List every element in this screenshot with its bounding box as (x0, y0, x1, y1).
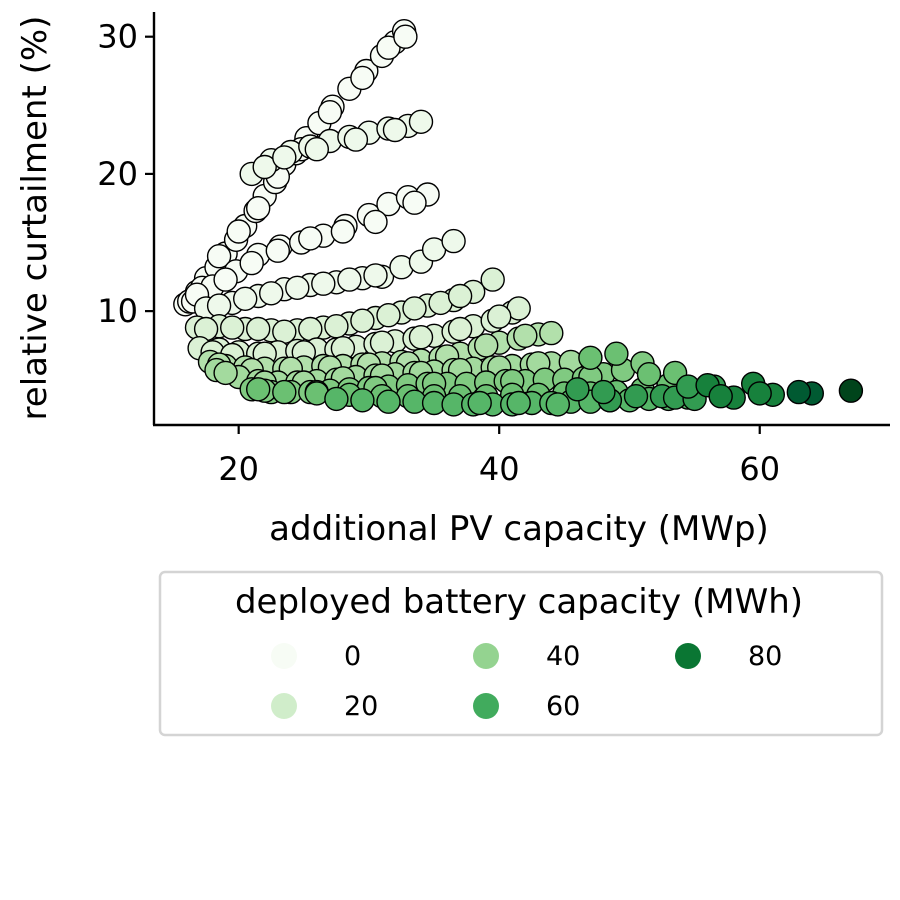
data-point (272, 145, 297, 170)
legend-marker (271, 643, 297, 669)
data-point (487, 304, 512, 329)
legend-label: 60 (546, 691, 580, 722)
data-point (213, 267, 238, 292)
x-tick-label: 20 (218, 450, 259, 488)
legend-marker (675, 643, 701, 669)
data-point (376, 303, 401, 328)
data-points (173, 19, 864, 417)
data-point (363, 209, 388, 235)
data-point (206, 293, 232, 318)
data-point (285, 275, 310, 300)
legend-entries: 0 20 40 60 80 (271, 641, 782, 722)
data-point (219, 315, 245, 340)
y-tick-label: 20 (97, 155, 138, 193)
y-tick-label: 30 (97, 18, 138, 56)
data-point (350, 388, 375, 413)
data-point (343, 127, 369, 152)
data-point (402, 190, 427, 215)
data-point (382, 117, 408, 143)
legend-marker (473, 693, 499, 719)
legend-title: deployed battery capacity (MWh) (235, 582, 803, 622)
y-ticks: 10 20 30 (97, 18, 154, 330)
data-point (337, 267, 362, 292)
data-point (565, 377, 590, 402)
axes: 20 40 60 10 20 30 additional PV capacity (MW… (15, 12, 890, 549)
data-point (330, 219, 356, 244)
data-point (591, 379, 616, 405)
data-point (324, 386, 349, 412)
data-point (369, 330, 395, 355)
y-tick-label: 10 (97, 292, 138, 330)
data-point (350, 308, 375, 333)
data-point (623, 384, 649, 409)
data-point (259, 281, 284, 306)
data-point (786, 379, 811, 405)
data-point (317, 99, 343, 125)
data-point (213, 360, 238, 386)
data-point (232, 286, 258, 311)
legend-label: 40 (546, 641, 580, 672)
data-point (393, 24, 418, 49)
data-point (376, 389, 401, 414)
data-point (226, 219, 251, 244)
data-point (506, 390, 531, 416)
data-point (311, 271, 336, 296)
data-point (467, 390, 492, 416)
y-axis-title: relative curtailment (%) (15, 16, 55, 421)
data-point (246, 377, 271, 402)
data-point (474, 333, 499, 358)
data-point (708, 384, 733, 409)
data-point (747, 381, 772, 406)
x-ticks: 20 40 60 (218, 425, 780, 488)
x-axis-title: additional PV capacity (MWp) (269, 509, 769, 549)
data-point (604, 341, 629, 366)
data-point (272, 379, 297, 405)
data-point (206, 244, 232, 269)
legend-marker (271, 693, 297, 719)
legend-marker (473, 643, 499, 669)
x-tick-label: 60 (739, 450, 780, 488)
data-point (408, 325, 434, 350)
x-tick-label: 40 (479, 450, 520, 488)
data-point (246, 195, 271, 221)
data-point (402, 296, 427, 321)
data-point (298, 226, 323, 251)
data-point (441, 228, 466, 254)
data-point (376, 35, 401, 60)
data-point (304, 136, 329, 162)
data-point (265, 238, 290, 263)
legend-label: 0 (344, 641, 361, 672)
data-point (480, 267, 505, 292)
data-point (246, 316, 271, 342)
data-point (545, 392, 570, 417)
data-point (363, 263, 388, 288)
data-point (350, 65, 375, 91)
data-point (539, 320, 564, 346)
data-point (636, 362, 662, 387)
legend-label: 80 (748, 641, 782, 672)
data-point (408, 109, 434, 135)
legend-label: 20 (344, 691, 378, 722)
data-point (252, 154, 277, 180)
data-point (298, 316, 323, 342)
data-point (447, 283, 473, 309)
data-point (324, 314, 349, 339)
data-point (447, 316, 473, 342)
data-point (513, 323, 538, 348)
data-point (239, 250, 264, 276)
data-point (838, 378, 864, 403)
legend: deployed battery capacity (MWh) 0 20 40 60 8… (158, 570, 884, 737)
legend-frame (158, 570, 884, 737)
data-point (578, 345, 603, 370)
